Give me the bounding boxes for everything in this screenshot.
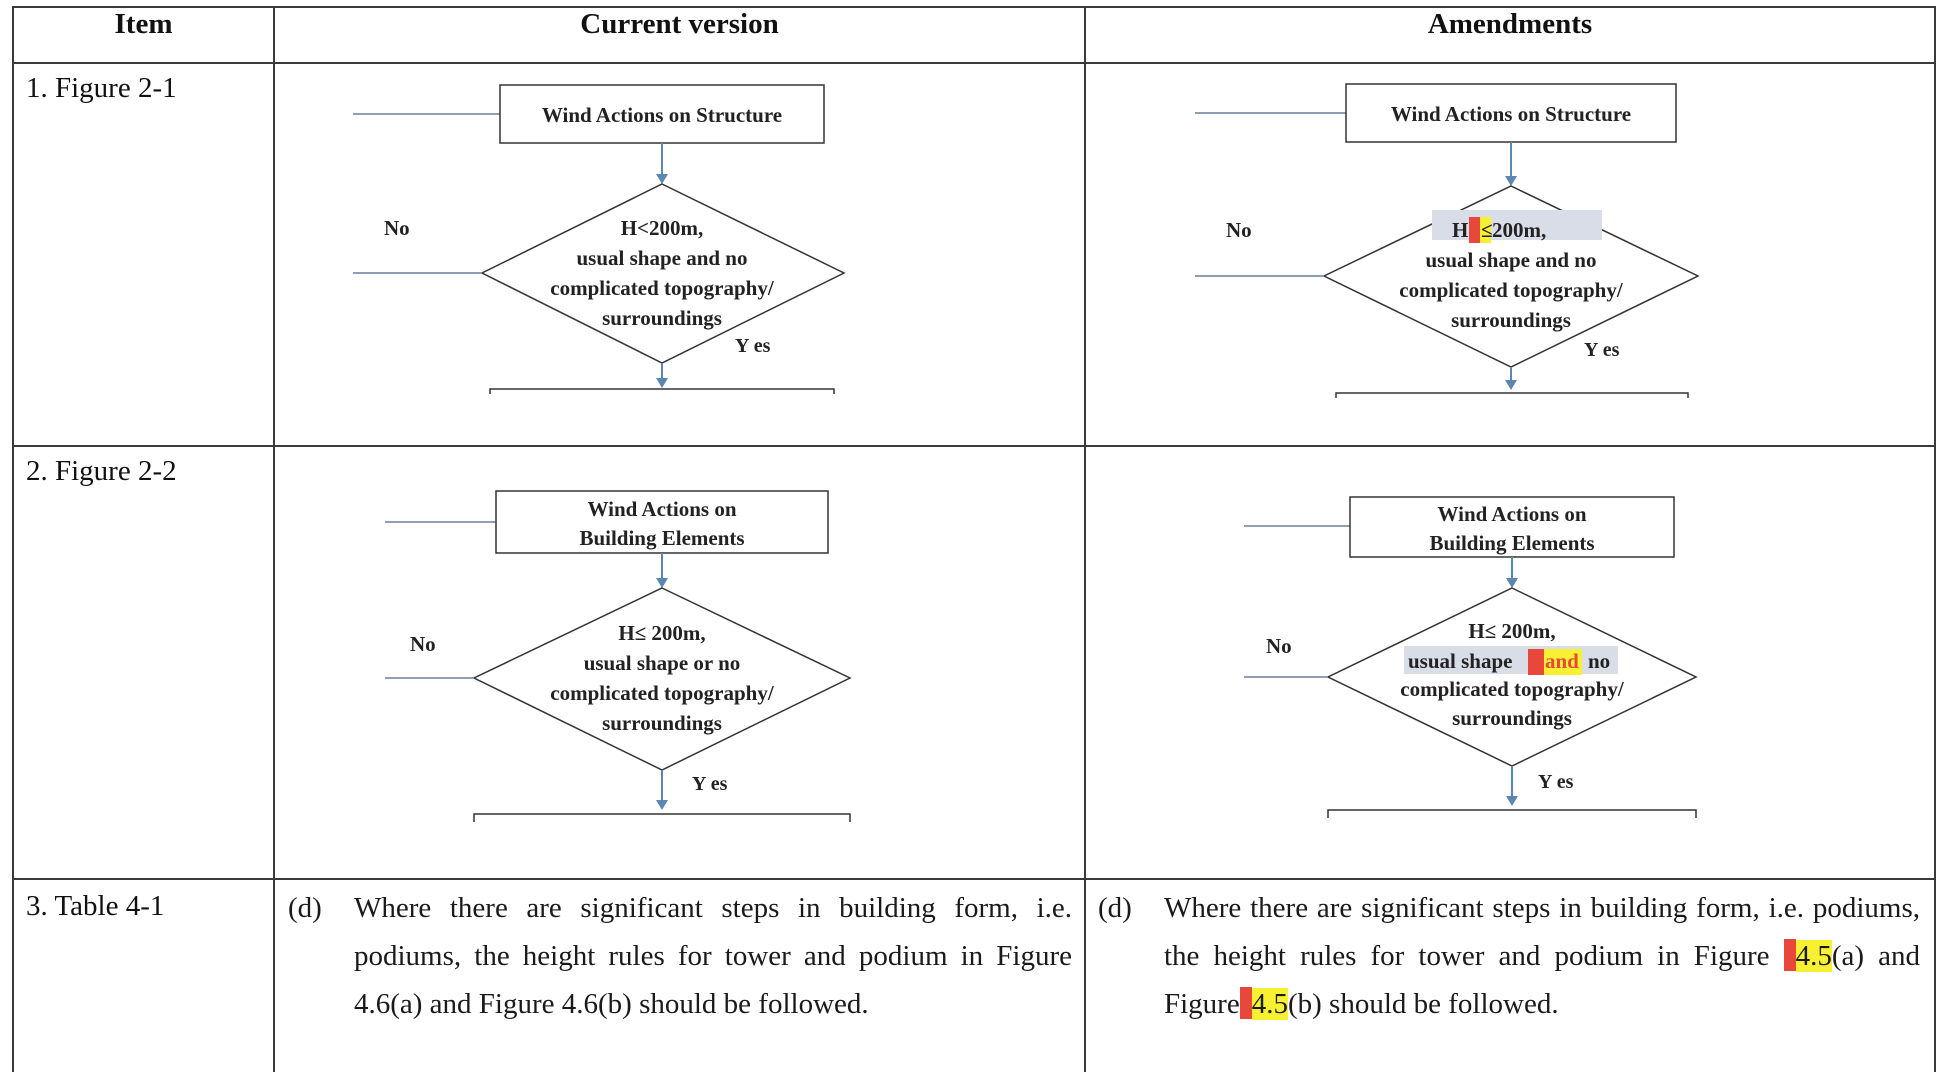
next-box-top bbox=[473, 813, 851, 822]
no-label: No bbox=[384, 216, 410, 240]
decision-line-3: complicated topography/ bbox=[550, 276, 775, 300]
clause-paragraph: Where there are significant steps in bui… bbox=[1164, 884, 1920, 1028]
clause-paragraph: Where there are significant steps in bui… bbox=[354, 892, 1072, 1020]
process-box-label: Wind Actions on Structure bbox=[542, 103, 782, 127]
item-label-3: 3. Table 4-1 bbox=[26, 890, 165, 922]
decision-line-1: H≤ 200m, bbox=[618, 621, 705, 645]
decision-line-2: usual shape and no bbox=[576, 246, 747, 270]
yes-label: Y es bbox=[1584, 339, 1620, 361]
decision-line-1-prefix: H bbox=[1452, 218, 1468, 242]
next-box-top bbox=[489, 388, 835, 394]
no-label: No bbox=[1266, 634, 1292, 658]
table-4-1-current-text: (d) Where there are significant steps in… bbox=[288, 884, 1072, 1034]
process-box bbox=[499, 84, 825, 144]
yes-arrow-head bbox=[656, 378, 668, 388]
no-label: No bbox=[410, 632, 436, 656]
change-marker-2 bbox=[1239, 987, 1252, 1019]
header-amendments: Amendments bbox=[1427, 8, 1593, 40]
item-label-2: 2. Figure 2-2 bbox=[26, 455, 177, 487]
clause-text-part-1: Where there are significant steps in bui… bbox=[1164, 892, 1920, 972]
change-marker bbox=[1469, 217, 1480, 243]
decision-diamond bbox=[480, 183, 846, 364]
decision-line-1: H<200m, bbox=[621, 216, 704, 240]
change-marker-1 bbox=[1783, 939, 1796, 971]
column-divider-1 bbox=[273, 6, 275, 1072]
clause-letter: (d) bbox=[1098, 892, 1132, 924]
next-box-top bbox=[1335, 392, 1689, 398]
arrow-head bbox=[656, 578, 668, 588]
decision-line-4: surroundings bbox=[602, 306, 722, 330]
decision-line-1-suffix: 200m, bbox=[1492, 218, 1546, 242]
decision-line-3: complicated topography/ bbox=[1399, 278, 1624, 302]
flowchart-figure-2-1-current: Wind Actions on Structure No H<200m, usu… bbox=[350, 80, 910, 480]
decision-line-4: surroundings bbox=[1451, 308, 1571, 332]
no-label: No bbox=[1226, 218, 1252, 242]
yes-arrow-head bbox=[656, 800, 668, 810]
next-box-top bbox=[1327, 809, 1697, 818]
decision-line-2-prefix: usual shape bbox=[1408, 649, 1512, 673]
row-divider-2 bbox=[12, 878, 1936, 880]
flowchart-figure-2-1-amended: Wind Actions on Structure No H ≤ 200m, u… bbox=[1192, 80, 1752, 480]
process-box-label-line-2: Building Elements bbox=[579, 526, 744, 550]
flowchart-figure-2-2-amended: Wind Actions on Building Elements No H≤ … bbox=[1236, 488, 1796, 888]
decision-diamond bbox=[472, 587, 852, 771]
decision-line-1: H≤ 200m, bbox=[1468, 619, 1555, 643]
table-right-border bbox=[1934, 6, 1936, 1072]
highlight bbox=[1480, 217, 1491, 243]
decision-line-2: usual shape or no bbox=[584, 651, 741, 675]
highlighted-figure-number-2: 4.5 bbox=[1251, 988, 1288, 1020]
yes-label: Y es bbox=[1538, 771, 1574, 793]
highlight bbox=[1544, 649, 1582, 675]
clause-letter: (d) bbox=[288, 892, 322, 924]
row-divider-1 bbox=[12, 445, 1936, 447]
header-divider bbox=[12, 62, 1936, 64]
process-box bbox=[1345, 83, 1677, 143]
yes-label: Y es bbox=[692, 773, 728, 795]
decision-line-1-highlight: ≤ bbox=[1481, 218, 1493, 242]
decision-line-3: complicated topography/ bbox=[1400, 677, 1625, 701]
flowchart-figure-2-2-current: Wind Actions on Building Elements No H≤ … bbox=[380, 488, 940, 888]
change-marker bbox=[1528, 649, 1544, 675]
header-item: Item bbox=[114, 8, 173, 40]
decision-line-4: surroundings bbox=[1452, 706, 1572, 730]
decision-line-2-suffix: no bbox=[1588, 649, 1610, 673]
item-label-1: 1. Figure 2-1 bbox=[26, 72, 177, 104]
decision-line-4: surroundings bbox=[602, 711, 722, 735]
clause-text-part-3: (b) should be followed. bbox=[1287, 988, 1559, 1020]
table-left-border bbox=[12, 6, 14, 1072]
process-box-label-line-2: Building Elements bbox=[1429, 531, 1594, 555]
table-4-1-amended-text: (d) Where there are significant steps in… bbox=[1098, 884, 1920, 1034]
process-box bbox=[495, 490, 829, 554]
process-box-label-line-1: Wind Actions on bbox=[1438, 502, 1587, 526]
arrow-head bbox=[1505, 176, 1517, 186]
yes-arrow-head bbox=[1506, 796, 1518, 806]
decision-line-3: complicated topography/ bbox=[550, 681, 775, 705]
decision-line-2: usual shape and no bbox=[1425, 248, 1596, 272]
arrow-head bbox=[1506, 578, 1518, 588]
selection-shading-1 bbox=[1432, 210, 1602, 240]
arrow-head bbox=[656, 174, 668, 184]
decision-line-2-highlight: and bbox=[1545, 649, 1579, 673]
selection-shading bbox=[1404, 646, 1618, 674]
column-divider-2 bbox=[1084, 6, 1086, 1072]
process-box-label: Wind Actions on Structure bbox=[1391, 102, 1631, 126]
yes-arrow-head bbox=[1505, 380, 1517, 390]
table-top-border bbox=[12, 6, 1936, 8]
process-box-label-line-1: Wind Actions on bbox=[588, 497, 737, 521]
highlighted-figure-number-1: 4.5 bbox=[1795, 940, 1832, 972]
yes-label: Y es bbox=[735, 335, 771, 357]
clause-text-part-2: (a) and Figure bbox=[1164, 940, 1920, 1020]
header-current-version: Current version bbox=[580, 8, 779, 40]
